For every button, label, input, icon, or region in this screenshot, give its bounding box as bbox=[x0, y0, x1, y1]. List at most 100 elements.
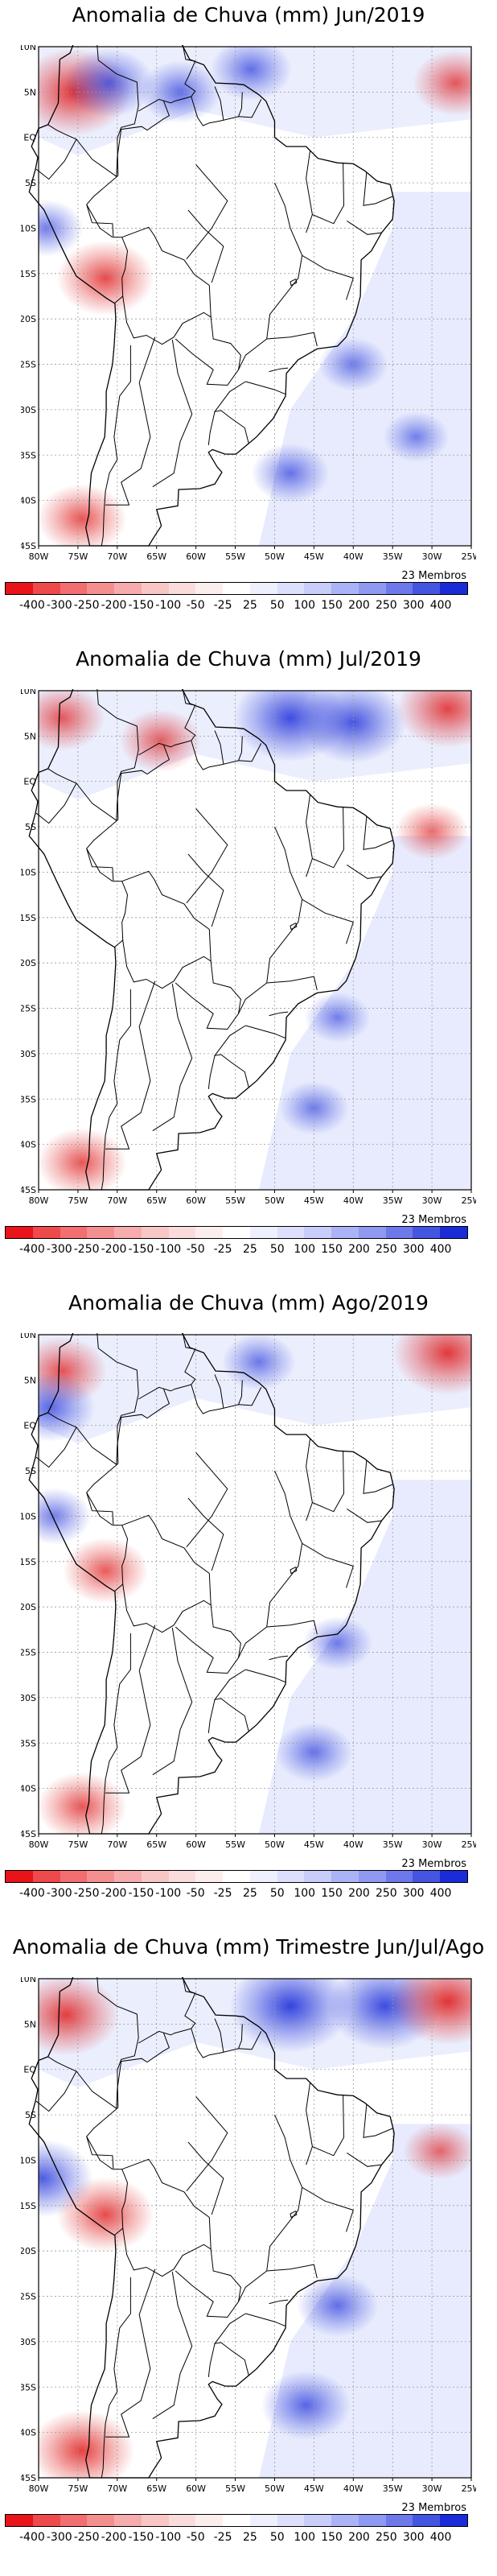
negative-anomaly-area bbox=[391, 1979, 471, 2046]
border-line bbox=[290, 1567, 298, 1575]
border-line bbox=[182, 689, 243, 770]
colorbar-label: 150 bbox=[321, 599, 343, 612]
border-line bbox=[35, 2070, 77, 2112]
border-line bbox=[290, 279, 298, 287]
border-line bbox=[214, 86, 224, 121]
border-line bbox=[207, 2343, 216, 2377]
colorbar-swatch bbox=[223, 1871, 250, 1882]
border-line bbox=[312, 807, 345, 869]
colorbar-label: 100 bbox=[294, 599, 316, 612]
lon-tick-label: 40W bbox=[343, 2483, 364, 2494]
lat-tick-label: 5S bbox=[25, 178, 36, 188]
map-panel-aug: Anomalia de Chuva (mm) Ago/2019 80W 75W 70… bbox=[0, 1288, 497, 1932]
map-svg: 80W 75W 70W 65W 60W 55W 50W 45W 40W 35W 30W 25W 10N 5… bbox=[21, 1977, 476, 2494]
border-line bbox=[207, 1055, 216, 1089]
lon-tick-label: 60W bbox=[186, 1195, 206, 1206]
map-svg: 80W 75W 70W 65W 60W 55W 50W 45W 40W 35W 30W 25W 10N 5… bbox=[21, 45, 476, 562]
colorbar-label: -25 bbox=[213, 2531, 232, 2544]
lat-tick-label: 40S bbox=[21, 496, 36, 506]
colorbar-swatch bbox=[168, 2515, 196, 2526]
lat-tick-label: 30S bbox=[21, 1693, 36, 1703]
border-line bbox=[186, 2096, 228, 2192]
lon-tick-label: 75W bbox=[68, 1839, 88, 1850]
border-line bbox=[86, 848, 113, 882]
colorbar-label: -150 bbox=[128, 599, 154, 612]
lon-tick-label: 35W bbox=[383, 1195, 403, 1206]
colorbar-swatch bbox=[32, 583, 60, 594]
panel-title: Anomalia de Chuva (mm) Trimestre Jun/Jul… bbox=[12, 1935, 485, 1959]
lat-tick-label: EQ bbox=[23, 133, 36, 143]
colorbar-swatch bbox=[440, 2515, 468, 2526]
border-line bbox=[187, 2141, 224, 2215]
colorbar-label: -50 bbox=[186, 2531, 205, 2544]
colorbar-swatch bbox=[195, 2515, 224, 2526]
colorbar-label: -50 bbox=[186, 1243, 205, 1256]
lat-tick-label: 35S bbox=[21, 2382, 36, 2392]
lon-tick-label: 50W bbox=[265, 1839, 285, 1850]
border-line bbox=[302, 1542, 354, 1588]
lon-tick-label: 65W bbox=[146, 1839, 166, 1850]
border-line bbox=[312, 163, 345, 225]
border-line bbox=[35, 782, 77, 824]
lon-tick-label: 60W bbox=[186, 2483, 206, 2494]
border-line bbox=[306, 151, 313, 233]
lat-tick-label: EQ bbox=[23, 1421, 36, 1431]
border-line bbox=[105, 1624, 156, 1794]
colorbar-swatch bbox=[32, 1871, 60, 1882]
border-line bbox=[269, 1655, 289, 1661]
positive-anomaly-area bbox=[39, 1373, 96, 1442]
anomaly-layer bbox=[39, 47, 471, 546]
colorbar-swatch bbox=[331, 1227, 359, 1238]
colorbar-label: -250 bbox=[73, 2531, 100, 2544]
colorbar-swatch bbox=[249, 2515, 277, 2526]
colorbar-labels: -400 -300 -250 -200 -150 -100 -50 -25 25 50 100 150… bbox=[5, 2531, 468, 2547]
colorbar-label: -100 bbox=[155, 599, 182, 612]
colorbar-swatch bbox=[168, 1871, 196, 1882]
colorbar-labels: -400 -300 -250 -200 -150 -100 -50 -25 25 50 100 150… bbox=[5, 1243, 468, 1259]
border-line bbox=[302, 898, 354, 944]
border-line bbox=[312, 1451, 345, 1513]
negative-anomaly-area bbox=[62, 1538, 149, 1604]
border-line bbox=[116, 745, 170, 821]
lat-tick-label: EQ bbox=[23, 777, 36, 787]
colorbar-swatch bbox=[249, 1227, 277, 1238]
map-panel-jul: Anomalia de Chuva (mm) Jul/2019 80W 75W 70… bbox=[0, 644, 497, 1288]
colorbar-labels: -400 -300 -250 -200 -150 -100 -50 -25 25 50 100 150… bbox=[5, 1887, 468, 1903]
anomaly-layer bbox=[39, 1335, 471, 1834]
lon-tick-label: 55W bbox=[225, 551, 245, 562]
colorbar-label: 200 bbox=[348, 599, 370, 612]
lon-tick-label: 75W bbox=[68, 551, 88, 562]
colorbar-label: -25 bbox=[213, 1887, 232, 1900]
colorbar-label: 150 bbox=[321, 2531, 343, 2544]
lat-tick-label: 10S bbox=[21, 1511, 36, 1521]
border-line bbox=[186, 164, 228, 260]
colorbar-label: 200 bbox=[348, 1243, 370, 1256]
colorbar-label: -300 bbox=[46, 599, 72, 612]
map-svg: 80W 75W 70W 65W 60W 55W 50W 45W 40W 35W 30W 25W 10N 5… bbox=[21, 1333, 476, 1850]
colorbar-swatch bbox=[277, 1227, 305, 1238]
colorbar-swatch bbox=[195, 1227, 224, 1238]
border-line bbox=[306, 795, 313, 877]
border-line bbox=[302, 2186, 354, 2232]
map-frame bbox=[38, 46, 472, 547]
colorbar-label: -400 bbox=[18, 1243, 45, 1256]
lat-tick-label: 10N bbox=[21, 1333, 36, 1340]
colorbar-swatch bbox=[277, 1871, 305, 1882]
border-line bbox=[121, 870, 212, 989]
colorbar-swatch bbox=[385, 2515, 413, 2526]
lat-tick-label: 20S bbox=[21, 1602, 36, 1612]
lat-tick-label: 35S bbox=[21, 1094, 36, 1104]
colorbar-label: -400 bbox=[18, 1887, 45, 1900]
lat-tick-label: 45S bbox=[21, 1829, 36, 1839]
anomaly-map: 80W 75W 70W 65W 60W 55W 50W 45W 40W 35W 30W 25W 10N 5… bbox=[21, 1977, 476, 2499]
border-line bbox=[121, 226, 212, 345]
negative-anomaly-area bbox=[56, 240, 154, 316]
colorbar-swatch bbox=[32, 2515, 60, 2526]
lon-tick-label: 75W bbox=[68, 2483, 88, 2494]
border-line bbox=[152, 984, 193, 1132]
border-line bbox=[35, 1426, 77, 1468]
negative-anomaly-area bbox=[56, 2177, 154, 2252]
colorbar-swatch bbox=[223, 583, 250, 594]
colorbar-label: 25 bbox=[243, 1243, 257, 1256]
lat-tick-label: 40S bbox=[21, 1784, 36, 1794]
